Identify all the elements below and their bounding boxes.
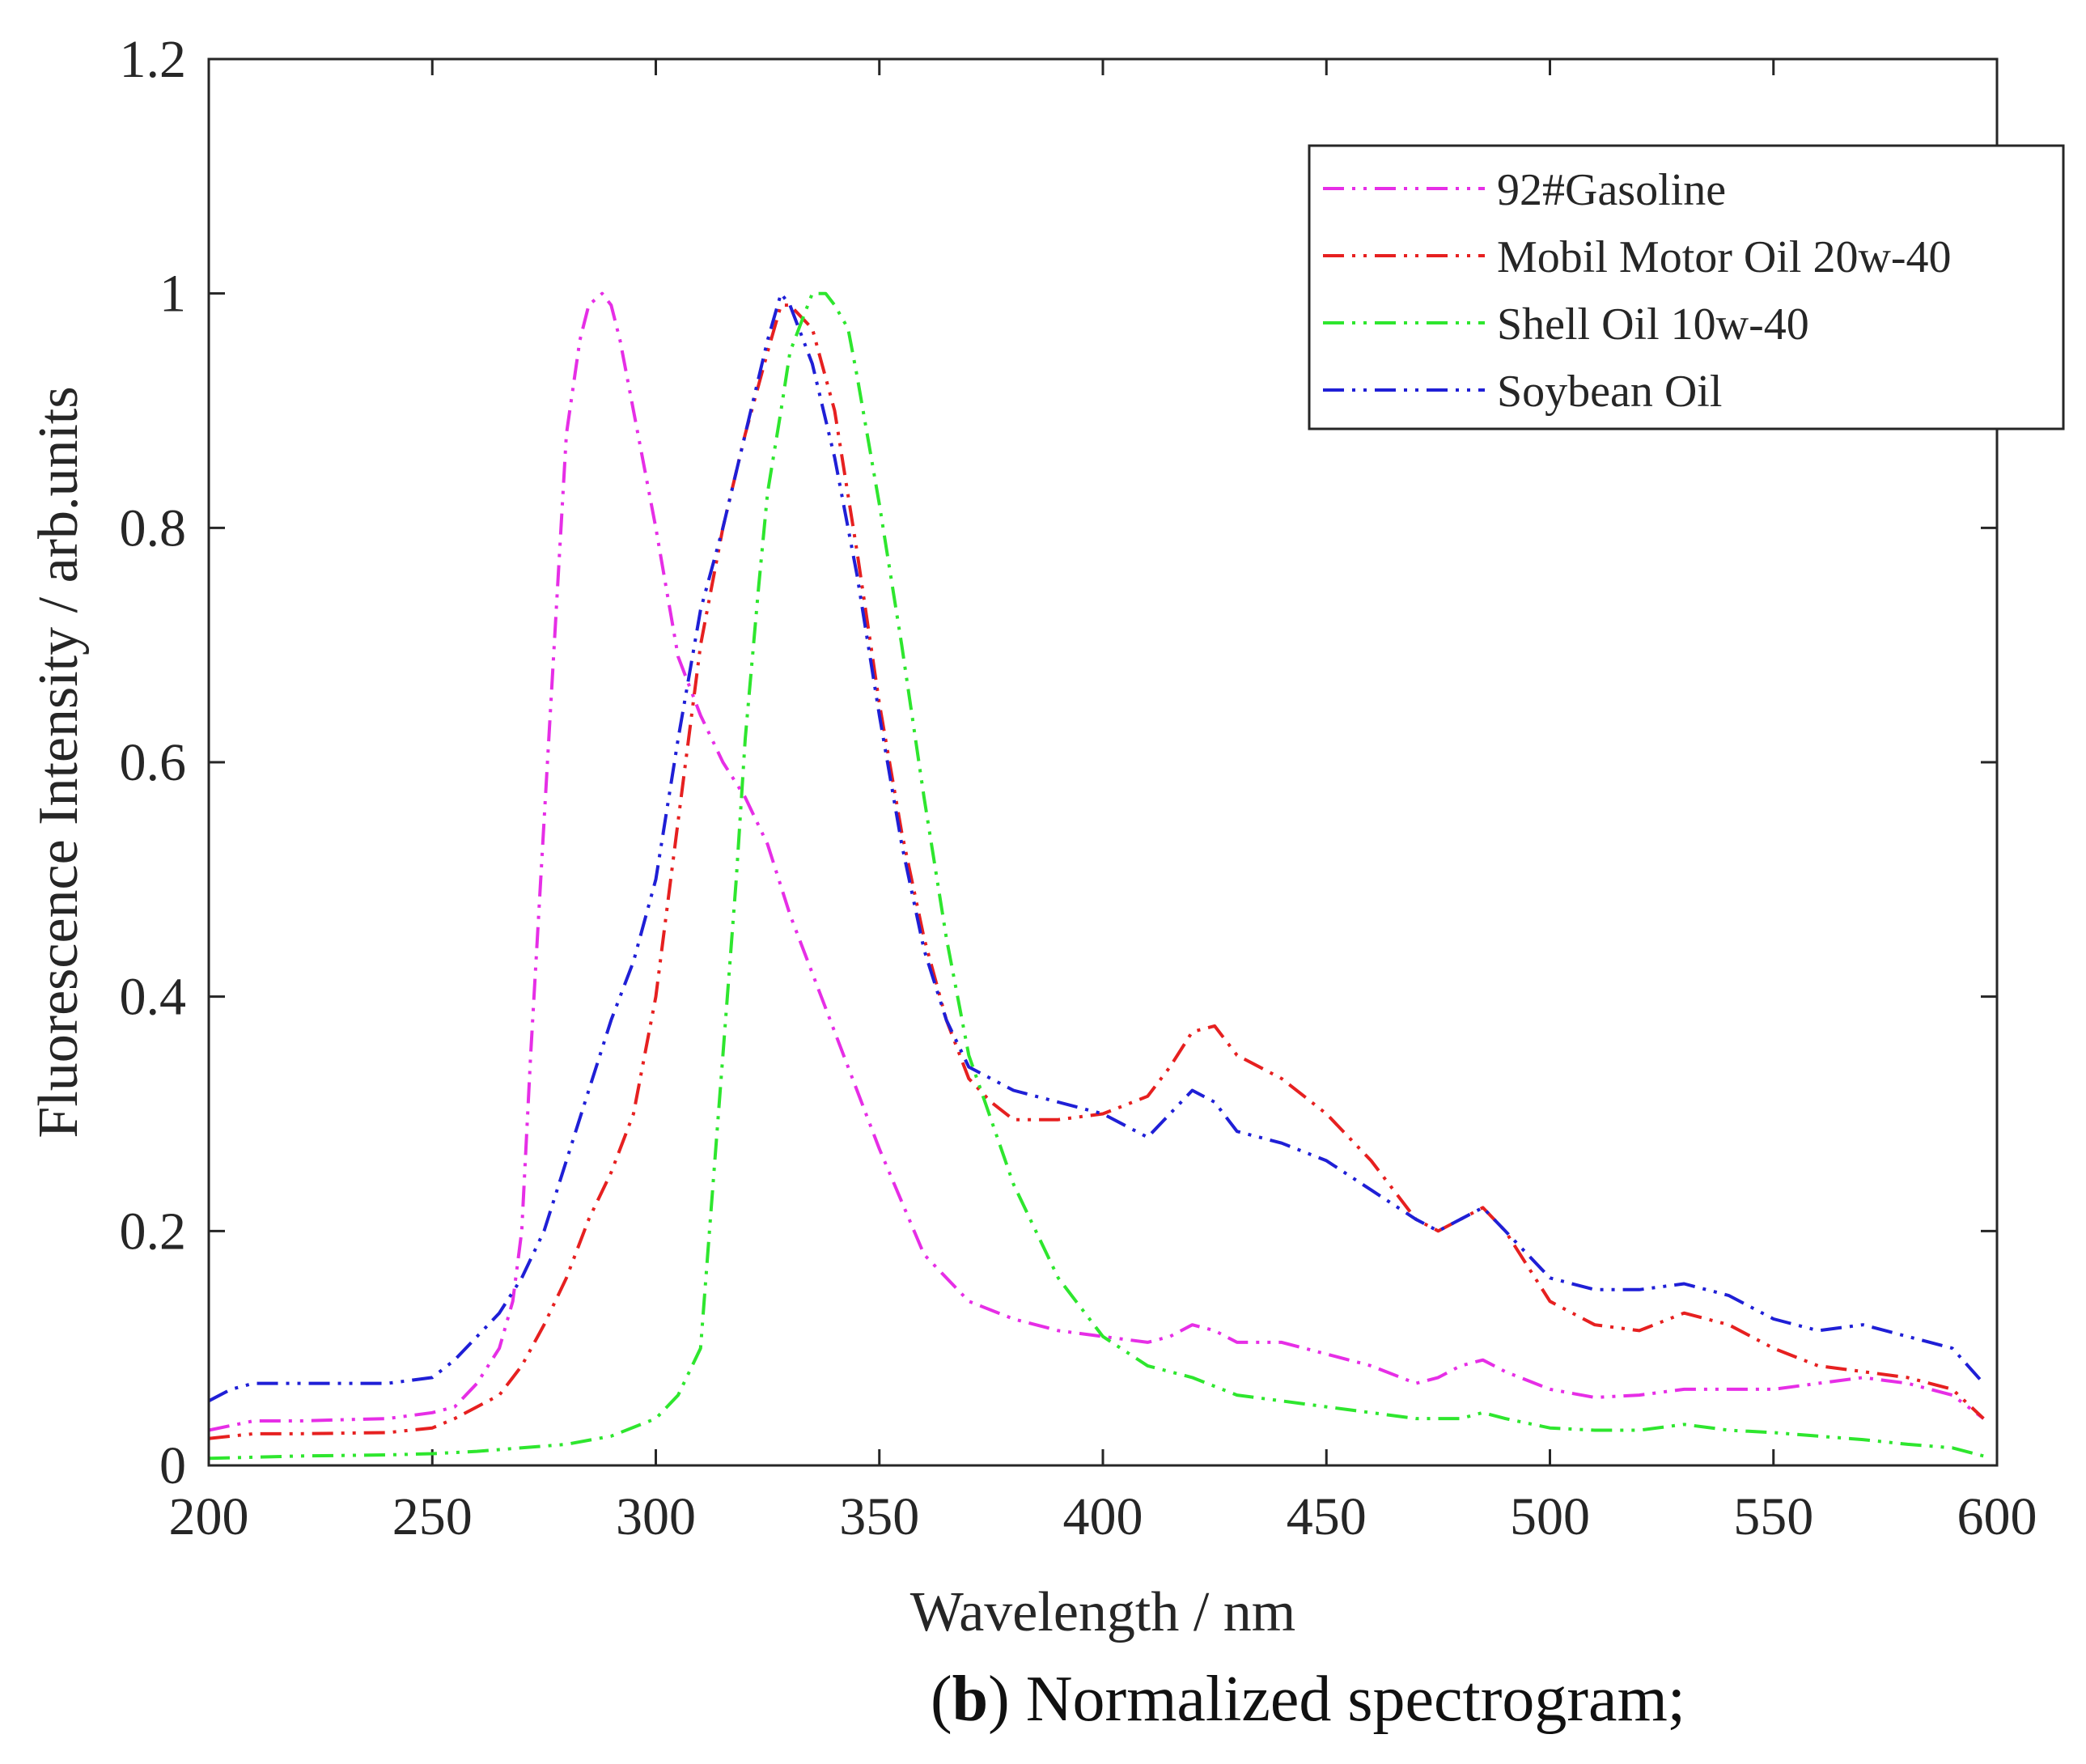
plot-frame	[207, 57, 1999, 1467]
legend-items: 92#Gasoline Mobil Motor Oil 20w-40 Shell O…	[1323, 165, 1952, 417]
tick-labels: 200 250 300 350 400 450 500 550 600 0 0.2 0.4 0.6 0.8…	[120, 30, 2037, 1546]
y-tick-label: 0	[159, 1436, 186, 1495]
legend-label-soybean-oil: Soybean Oil	[1497, 367, 1722, 417]
y-tick-label: 0.2	[120, 1202, 187, 1261]
series-line-soybean-oil	[208, 291, 1985, 1403]
x-tick-label: 350	[839, 1487, 919, 1546]
legend: 92#Gasoline Mobil Motor Oil 20w-40 Shell O…	[1308, 144, 2065, 430]
caption-text: Normalized spectrogram;	[1025, 1664, 1686, 1735]
x-tick-label: 400	[1063, 1487, 1143, 1546]
x-axis-label: Wavelength / nm	[910, 1581, 1295, 1643]
x-tick-label: 550	[1733, 1487, 1813, 1546]
x-tick-label: 600	[1957, 1487, 2037, 1546]
data-series	[208, 291, 1985, 1461]
x-tick-label: 450	[1287, 1487, 1367, 1546]
caption-letter: b	[952, 1664, 989, 1735]
series-line-shell-oil-10w-40	[208, 291, 1984, 1461]
x-tick-label: 300	[616, 1487, 696, 1546]
y-tick-label: 0.4	[120, 968, 187, 1027]
y-tick-label: 0.8	[120, 498, 187, 558]
legend-label-shell-oil-10w-40: Shell Oil 10w-40	[1497, 299, 1809, 350]
series-line-92-gasoline	[208, 291, 1985, 1432]
y-axis-label: Fluorescence Intensity / arb.units	[28, 386, 90, 1138]
y-tick-label: 1	[159, 265, 186, 324]
y-tick-label: 0.6	[120, 733, 187, 792]
x-tick-label: 250	[392, 1487, 473, 1546]
legend-box	[1308, 144, 2065, 430]
x-tick-label: 200	[169, 1487, 249, 1546]
legend-label-92-gasoline: 92#Gasoline	[1497, 165, 1726, 215]
legend-label-mobil-motor-oil-20w-40: Mobil Motor Oil 20w-40	[1497, 232, 1952, 282]
figure-caption: (b) Normalized spectrogram;	[931, 1664, 1686, 1735]
y-tick-label: 1.2	[120, 30, 187, 89]
x-tick-label: 500	[1510, 1487, 1590, 1546]
